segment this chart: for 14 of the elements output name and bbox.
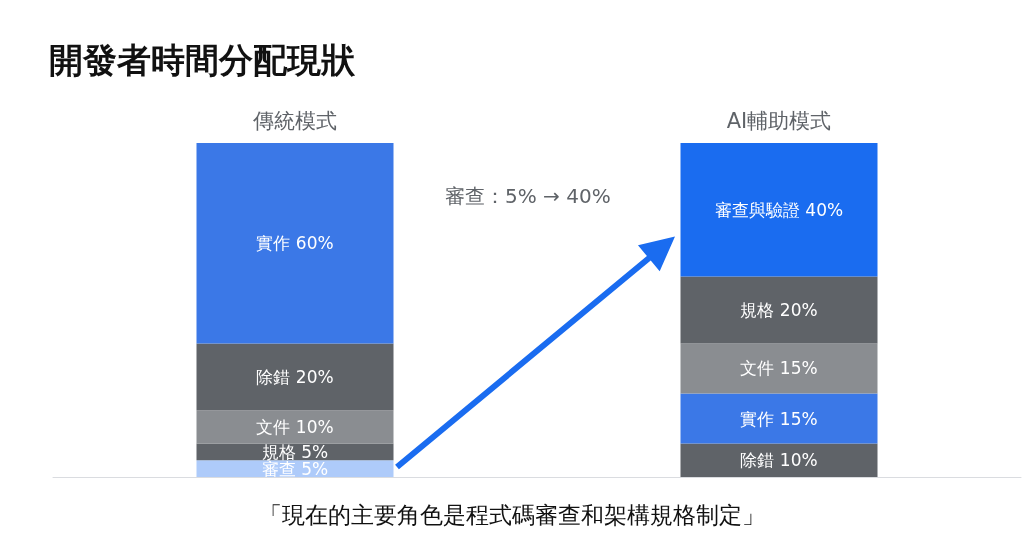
data-label: 規格 20% [740,300,818,320]
data-label: 除錯 20% [256,366,334,387]
data-label: 除錯 10% [740,450,818,471]
data-label: 文件 10% [256,416,334,437]
x-tick-label: 傳統模式 [252,108,337,133]
data-label: 文件 15% [740,358,818,379]
data-label: 規格 5% [261,441,329,462]
data-label: 實作 15% [740,408,818,429]
x-tick-label: AI輔助模式 [726,108,832,133]
data-label: 審查與驗證 40% [714,199,844,220]
text: 「現在的主要角色是程式碼審查和架構規格制定」 [259,501,765,528]
annotation: 審查：5% → 40% [445,184,611,208]
data-label: 實作 60% [256,233,334,254]
chart-title: 開發者時間分配現狀 [49,40,356,80]
